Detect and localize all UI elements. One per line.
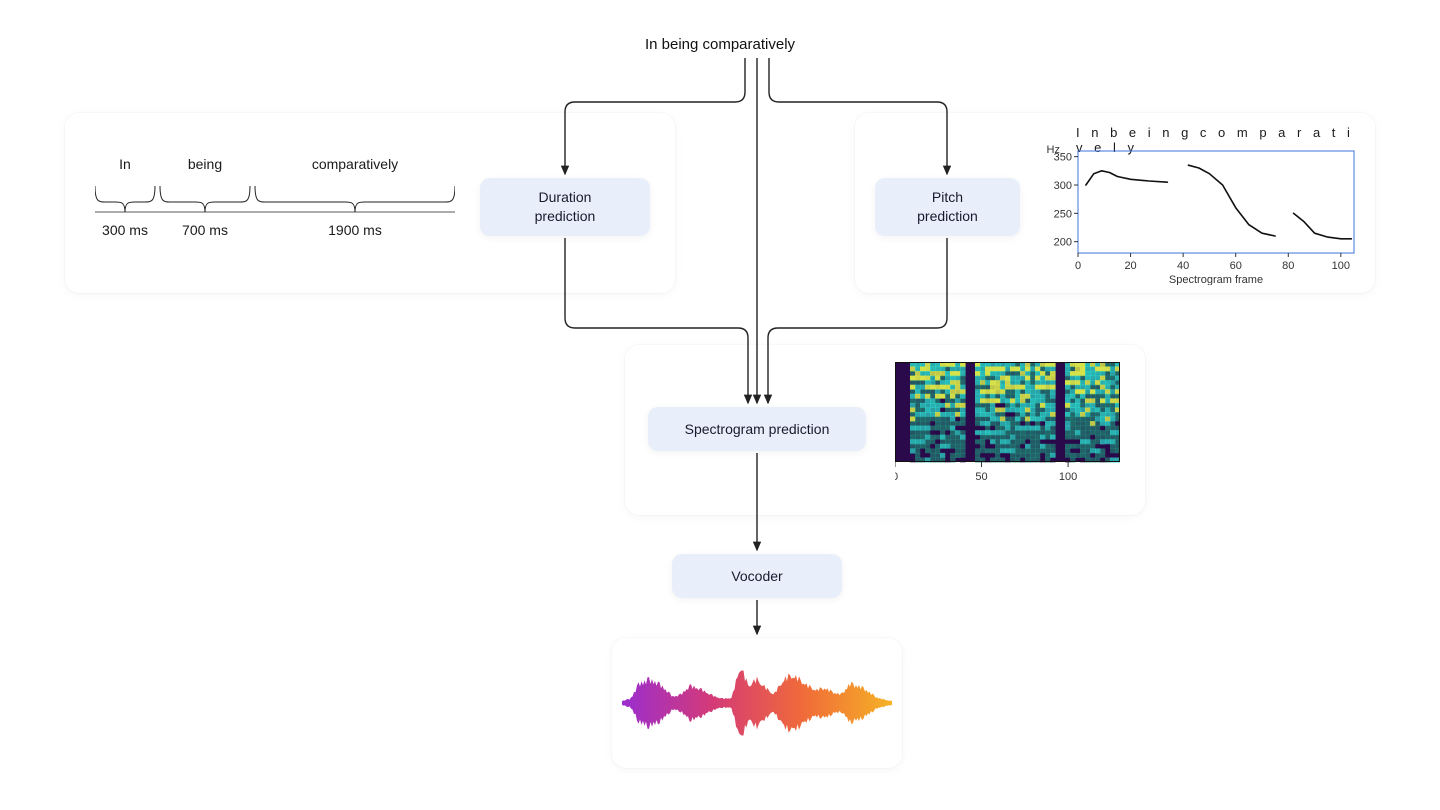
duration-node: Duration prediction bbox=[480, 178, 650, 236]
duration-word-label: comparatively bbox=[255, 156, 455, 172]
svg-text:50: 50 bbox=[975, 471, 987, 483]
svg-text:300: 300 bbox=[1054, 180, 1072, 192]
svg-text:0: 0 bbox=[1075, 260, 1081, 272]
duration-value: 1900 ms bbox=[255, 222, 455, 238]
svg-text:250: 250 bbox=[1054, 208, 1072, 220]
svg-text:20: 20 bbox=[1124, 260, 1136, 272]
spectrogram-node: Spectrogram prediction bbox=[648, 407, 866, 451]
duration-word-label: being bbox=[160, 156, 250, 172]
duration-value: 300 ms bbox=[95, 222, 155, 238]
svg-text:200: 200 bbox=[1054, 237, 1072, 249]
svg-text:60: 60 bbox=[1230, 260, 1242, 272]
svg-text:Hz: Hz bbox=[1047, 145, 1060, 156]
input-text: In being comparatively bbox=[0, 36, 1440, 53]
svg-text:40: 40 bbox=[1177, 260, 1189, 272]
duration-word-label: In bbox=[95, 156, 155, 172]
spectrogram-image: 0 50 100 bbox=[895, 362, 1120, 497]
waveform bbox=[622, 648, 892, 758]
pitch-chart: 200250300350Hz020406080100Spectrogram fr… bbox=[1040, 145, 1360, 285]
svg-text:100: 100 bbox=[1332, 260, 1350, 272]
duration-value: 700 ms bbox=[160, 222, 250, 238]
vocoder-node: Vocoder bbox=[672, 554, 842, 598]
pitch-node: Pitch prediction bbox=[875, 178, 1020, 236]
svg-text:100: 100 bbox=[1059, 471, 1077, 483]
svg-text:0: 0 bbox=[895, 471, 898, 483]
svg-text:80: 80 bbox=[1282, 260, 1294, 272]
svg-text:Spectrogram frame: Spectrogram frame bbox=[1169, 274, 1263, 285]
